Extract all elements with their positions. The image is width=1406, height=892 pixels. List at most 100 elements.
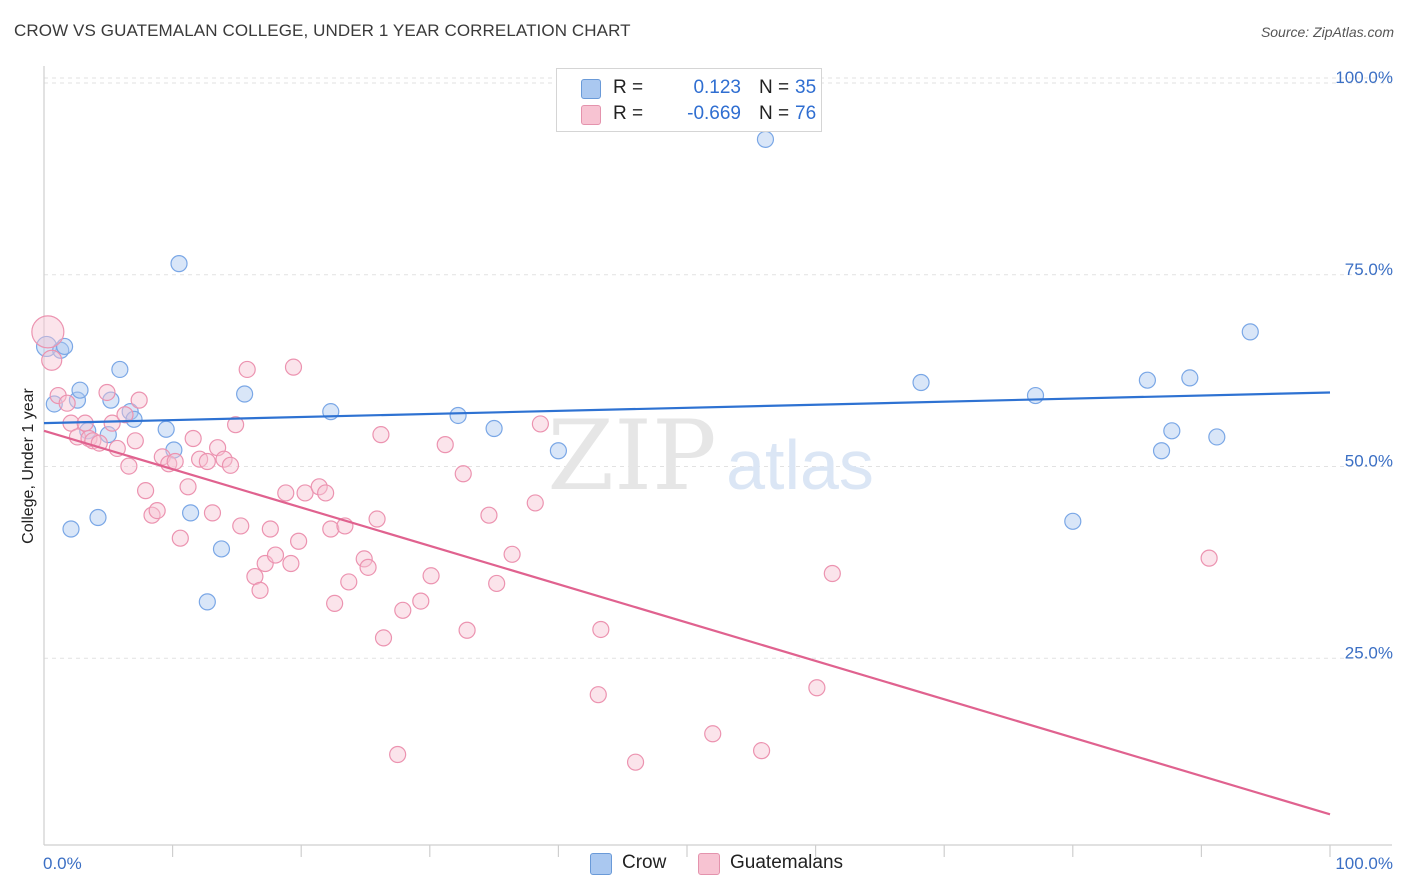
guatemalans-point [58,394,76,412]
guatemalans-point [266,546,285,564]
chart-title: CROW VS GUATEMALAN COLLEGE, UNDER 1 YEAR… [14,21,631,40]
guatemalans-point [368,510,386,528]
crow-point [125,410,143,428]
guatemalans-point [203,504,222,522]
guatemalans-point [184,429,202,448]
series-legend: Crow Guatemalans [0,852,1406,876]
guatemalans-point [171,529,189,547]
crow-swatch [590,853,612,875]
guatemalans-point [808,679,826,697]
crow-point [1241,323,1259,341]
r-label: R = [613,77,644,98]
x-tick-label: 0.0% [43,854,82,873]
r-value: -0.669 [687,103,741,124]
guatemalans-point [296,484,314,502]
r-value: 0.123 [693,77,741,98]
x-tick-labels: 0.0% 100.0% [43,854,1393,873]
r-label: R = [613,103,644,124]
guatemalans-point [310,478,328,496]
guatemalans-point [290,532,308,550]
x-tick-label: 100.0% [1335,854,1393,873]
crow-point [157,420,175,438]
guatemalans-point [126,432,144,450]
guatemalans-point [374,629,393,647]
guatemalans-point [1200,549,1218,567]
crow-point [1163,422,1181,440]
crow-point [1181,369,1199,387]
guatemalans-point [130,391,148,409]
crow-point [485,419,503,438]
watermark-zip: ZIP [547,400,716,512]
crow-point [1138,371,1156,389]
crow-point [236,385,254,403]
crow-point [182,504,200,522]
guatemalans-point [198,452,216,471]
guatemalans-point [136,482,155,500]
guatemalans-point [458,621,476,639]
guatemalans-point [251,581,269,599]
guatemalans-point [120,457,138,475]
guatemalans-point [98,383,116,402]
guatemalans-point [589,686,607,704]
guatemalans-point [372,426,390,444]
guatemalans-trend-line [43,429,1331,816]
guatemalans-point [227,416,245,434]
y-tick-label: 50.0% [1345,452,1393,471]
crow-point [198,593,216,611]
guatemalans-point [394,601,412,619]
crow-point [89,508,107,527]
guatemalans-point [317,484,335,502]
guatemalans-point [166,452,184,471]
guatemalans-point [221,456,240,474]
guatemalans-point [215,450,233,468]
guatemalans-point [389,745,407,764]
guatemalans-point [412,592,430,610]
guatemalans-point [592,620,610,639]
guatemalans-point [436,436,454,454]
crow-point [756,130,775,148]
crow-point [1064,512,1082,530]
y-axis-label: College, Under 1 year [20,388,37,544]
crow-point [1026,386,1045,405]
guatemalans-point [422,567,440,585]
guatemalans-point [626,753,645,771]
guatemalans-point [232,517,250,535]
crow-point [62,520,80,538]
axes [43,66,1392,857]
crow-swatch [581,79,601,99]
guatemalans-point [704,725,722,743]
crow-point [111,360,129,379]
y-tick-labels: 25.0% 50.0% 75.0% 100.0% [1335,68,1393,662]
crow-point [1152,442,1171,460]
correlation-legend: R = 0.123 N = 35 R = -0.669 N = 76 [556,68,822,132]
trend-lines [43,391,1331,816]
guatemalans-point [752,742,771,760]
guatemalans-point [326,594,344,612]
n-value: 35 [795,77,817,98]
guatemalans-point [261,520,279,538]
legend-label-guatemalans: Guatemalans [730,852,844,873]
guatemalans-point [143,506,161,524]
guatemalans-point [103,414,121,432]
guatemalans-point [282,554,300,573]
crow-point [71,381,89,399]
guatemalans-point [277,484,295,502]
guatemalans-point [340,573,358,591]
guatemalans-point [284,358,303,376]
guatemalans-swatch [698,853,720,875]
legend-label-crow: Crow [622,852,667,873]
n-label: N = [759,77,790,98]
guatemalans-point [355,550,373,568]
guatemalans-point [480,506,498,524]
guatemalans-point [153,448,171,466]
crow-point [912,373,930,392]
n-value: 76 [795,103,817,124]
guatemalans-point [31,315,65,349]
guatemalans-point [823,564,841,583]
y-tick-label: 25.0% [1345,643,1393,662]
guatemalans-point [238,360,256,379]
guatemalans-point [322,520,340,538]
watermark-atlas: atlas [726,426,874,504]
crow-point [212,540,231,558]
